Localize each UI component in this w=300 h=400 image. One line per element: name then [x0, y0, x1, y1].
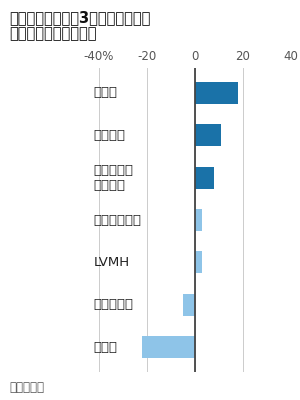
Bar [195, 124, 221, 146]
Bar [195, 209, 202, 231]
Bar [195, 82, 238, 104]
Bar [142, 336, 195, 358]
Bar [195, 251, 202, 274]
Text: 高級ブランドの第3四半期売上高、: 高級ブランドの第3四半期売上高、 [9, 10, 150, 25]
Text: 出所：各社: 出所：各社 [9, 381, 44, 394]
Text: 前年同期比での増減率: 前年同期比での増減率 [9, 26, 97, 41]
Bar [195, 166, 214, 189]
Bar [183, 294, 195, 316]
